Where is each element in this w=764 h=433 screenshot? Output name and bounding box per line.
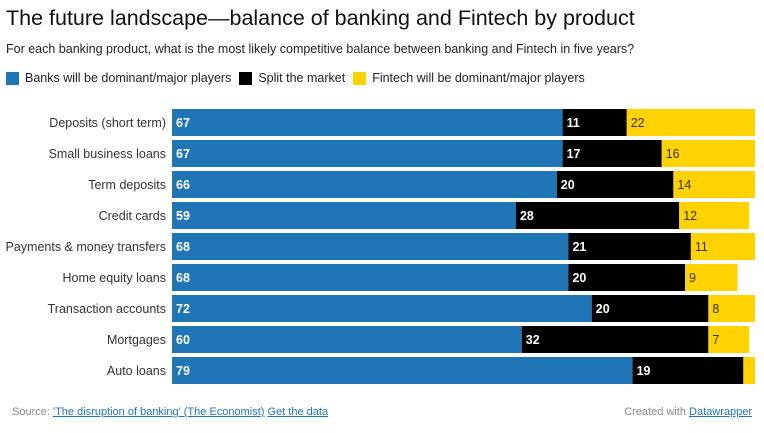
legend-label-split: Split the market — [258, 71, 346, 85]
legend-item-banks: Banks will be dominant/major players — [6, 71, 231, 85]
data-label-fintech: 16 — [666, 147, 680, 161]
data-label-split: 19 — [637, 364, 651, 378]
datawrapper-link[interactable]: Datawrapper — [689, 406, 752, 418]
data-label-split: 32 — [526, 333, 540, 347]
data-label-split: 20 — [561, 178, 575, 192]
data-label-banks: 72 — [176, 302, 190, 316]
bar-row-transaction-accounts: Transaction accounts 72 20 8 — [48, 295, 755, 322]
bar-fintech — [661, 140, 755, 167]
bar-banks — [172, 264, 569, 291]
data-label-banks: 68 — [176, 271, 190, 285]
bar-fintech — [708, 295, 755, 322]
legend-label-banks: Banks will be dominant/major players — [25, 71, 232, 85]
bar-banks — [172, 109, 563, 136]
category-label: Mortgages — [107, 333, 166, 347]
chart-title: The future landscape—balance of banking … — [6, 6, 635, 30]
bar-banks — [172, 171, 557, 198]
bar-split — [562, 140, 662, 167]
data-label-fintech: 11 — [695, 240, 708, 254]
data-label-banks: 67 — [176, 147, 190, 161]
bar-row-auto-loans: Auto loans 79 19 — [107, 357, 755, 384]
data-label-banks: 68 — [176, 240, 190, 254]
data-label-banks: 66 — [176, 178, 190, 192]
data-label-fintech: 7 — [712, 333, 719, 347]
bar-split — [568, 264, 686, 291]
category-label: Transaction accounts — [48, 302, 166, 316]
bar-row-small-business-loans: Small business loans 67 17 16 — [49, 140, 755, 167]
bar-fintech — [708, 326, 750, 353]
footer-source: Source: 'The disruption of banking' (The… — [12, 406, 328, 418]
data-label-split: 21 — [572, 240, 586, 254]
bar-split — [515, 202, 680, 229]
data-label-fintech: 9 — [689, 271, 696, 285]
bar-split — [556, 171, 674, 198]
bar-fintech — [690, 233, 755, 260]
bar-fintech — [626, 109, 755, 136]
data-label-banks: 79 — [176, 364, 190, 378]
bar-fintech — [673, 171, 755, 198]
footer-credit: Created with Datawrapper — [624, 406, 752, 418]
legend-swatch-split — [239, 71, 253, 85]
bar-row-mortgages: Mortgages 60 32 7 — [107, 326, 750, 353]
category-label: Home equity loans — [62, 271, 166, 285]
legend-label-fintech: Fintech will be dominant/major players — [372, 71, 585, 85]
data-label-banks: 60 — [176, 333, 190, 347]
bar-banks — [172, 202, 516, 229]
data-label-fintech: 8 — [712, 302, 719, 316]
created-prefix: Created with — [624, 406, 686, 418]
data-label-fintech: 22 — [631, 116, 645, 130]
legend: Banks will be dominant/major players Spl… — [6, 69, 593, 87]
bar-row-home-equity-loans: Home equity loans 68 20 9 — [62, 264, 738, 291]
legend-item-fintech: Fintech will be dominant/major players — [353, 71, 585, 85]
data-label-split: 20 — [572, 271, 586, 285]
data-label-split: 28 — [520, 209, 534, 223]
bar-banks — [172, 326, 522, 353]
data-label-fintech: 14 — [677, 178, 691, 192]
data-label-banks: 67 — [176, 116, 190, 130]
bar-fintech — [685, 264, 738, 291]
bar-split — [568, 233, 691, 260]
stacked-bar-chart: Deposits (short term) 67 11 22 Small busines… — [6, 109, 755, 384]
data-label-banks: 59 — [176, 209, 190, 223]
bar-split — [591, 295, 709, 322]
bar-row-term-deposits: Term deposits 66 20 14 — [88, 171, 755, 198]
bar-row-credit-cards: Credit cards 59 28 12 — [99, 202, 750, 229]
bar-banks — [172, 233, 569, 260]
bar-banks — [172, 140, 563, 167]
bar-banks — [172, 357, 633, 384]
legend-swatch-fintech — [353, 71, 367, 85]
legend-item-split: Split the market — [239, 71, 345, 85]
bar-split — [632, 357, 744, 384]
category-label: Payments & money transfers — [6, 240, 166, 254]
bar-row-payments-and-money-transfers: Payments & money transfers 68 21 11 — [6, 233, 755, 260]
chart-subtitle: For each banking product, what is the mo… — [6, 42, 635, 56]
legend-swatch-banks — [6, 71, 19, 85]
bar-split — [521, 326, 709, 353]
category-label: Credit cards — [99, 209, 166, 223]
bar-banks — [172, 295, 592, 322]
get-data-link[interactable]: Get the data — [267, 406, 329, 418]
data-label-split: 17 — [567, 147, 581, 161]
source-prefix: Source: — [12, 406, 50, 418]
bar-fintech — [743, 357, 755, 384]
bar-fintech — [679, 202, 750, 229]
data-label-fintech: 12 — [683, 209, 697, 223]
bar-row-deposits-short-term: Deposits (short term) 67 11 22 — [49, 109, 755, 136]
data-label-split: 11 — [567, 116, 580, 130]
category-label: Term deposits — [88, 178, 166, 192]
bar-split — [562, 109, 627, 136]
category-label: Small business loans — [49, 147, 166, 161]
category-label: Auto loans — [107, 364, 166, 378]
source-link[interactable]: 'The disruption of banking' (The Economi… — [52, 406, 265, 418]
category-label: Deposits (short term) — [49, 116, 166, 130]
data-label-split: 20 — [596, 302, 610, 316]
